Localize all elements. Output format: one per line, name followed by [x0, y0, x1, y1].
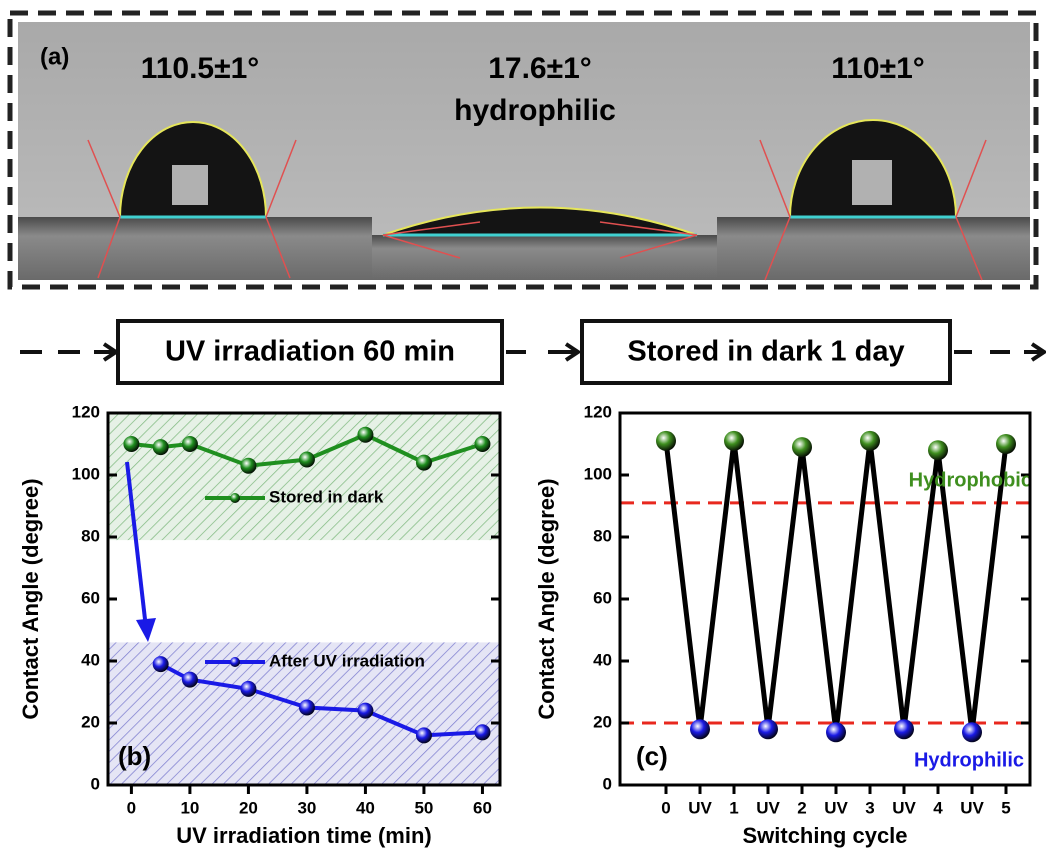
arrow: [506, 344, 578, 360]
x-axis-title: UV irradiation time (min): [176, 823, 431, 848]
panel-label: (b): [118, 741, 151, 771]
wetting-note: hydrophilic: [454, 94, 616, 127]
data-point: [860, 431, 880, 451]
data-point: [123, 436, 139, 452]
data-point: [690, 719, 710, 739]
data-point: [928, 440, 948, 460]
y-tick-label: 0: [603, 774, 612, 793]
data-point: [724, 431, 744, 451]
panel-label: (a): [40, 43, 69, 70]
y-tick-label: 20: [81, 712, 100, 731]
y-tick-label: 80: [81, 526, 100, 545]
x-tick-label: 5: [1001, 798, 1010, 817]
data-point: [962, 722, 982, 742]
substrate: [372, 235, 717, 280]
legend-label: After UV irradiation: [269, 651, 425, 670]
y-tick-label: 60: [81, 588, 100, 607]
data-point: [299, 452, 315, 468]
x-tick-label: 0: [127, 798, 136, 817]
data-point: [182, 672, 198, 688]
data-point: [416, 455, 432, 471]
reflection: [852, 160, 892, 205]
step-label: UV irradiation 60 min: [165, 336, 455, 368]
x-tick-label: 0: [661, 798, 670, 817]
arrow: [954, 344, 1044, 360]
x-tick-label: 2: [797, 798, 806, 817]
data-point: [153, 656, 169, 672]
contact-angle: 110±1°: [831, 52, 925, 85]
x-tick-label: UV: [756, 798, 780, 817]
x-tick-label: 60: [473, 798, 492, 817]
legend-label: Stored in dark: [269, 487, 384, 506]
y-axis-title: Contact Angle (degree): [18, 478, 43, 719]
data-point: [416, 727, 432, 743]
legend-marker: [230, 657, 240, 667]
data-point: [826, 722, 846, 742]
data-point: [299, 700, 315, 716]
shaded-band: [108, 413, 500, 540]
data-point: [758, 719, 778, 739]
x-tick-label: UV: [892, 798, 916, 817]
x-tick-label: 50: [414, 798, 433, 817]
data-point: [357, 703, 373, 719]
y-tick-label: 0: [91, 774, 100, 793]
x-tick-label: 4: [933, 798, 943, 817]
series-label: Hydrophobic: [909, 469, 1032, 491]
x-axis-title: Switching cycle: [742, 823, 907, 848]
data-point: [240, 681, 256, 697]
contact-angle: 110.5±1°: [141, 52, 260, 85]
x-tick-label: 30: [297, 798, 316, 817]
data-point: [474, 436, 490, 452]
y-tick-label: 60: [593, 588, 612, 607]
y-tick-label: 120: [584, 402, 612, 421]
page: {"panel_a": {"label": "(a)", "images": […: [0, 0, 1046, 853]
x-tick-label: 40: [356, 798, 375, 817]
series-label: Hydrophilic: [914, 749, 1024, 771]
x-tick-label: 20: [239, 798, 258, 817]
y-tick-label: 100: [72, 464, 100, 483]
data-point: [357, 427, 373, 443]
y-tick-label: 100: [584, 464, 612, 483]
contact-angle: 17.6±1°: [488, 52, 592, 85]
data-point: [792, 437, 812, 457]
x-tick-label: 1: [729, 798, 738, 817]
y-tick-label: 120: [72, 402, 100, 421]
reflection: [172, 165, 208, 205]
x-tick-label: UV: [688, 798, 712, 817]
substrate: [717, 217, 1030, 280]
photo-panel: (a) 110.5±1° 17.6±1° hydrophilic 110±1°: [10, 13, 1036, 287]
x-tick-label: 10: [180, 798, 199, 817]
data-point: [182, 436, 198, 452]
legend-marker: [230, 493, 240, 503]
substrate: [18, 217, 372, 280]
y-tick-label: 80: [593, 526, 612, 545]
data-point: [894, 719, 914, 739]
x-tick-label: UV: [960, 798, 984, 817]
data-point: [240, 458, 256, 474]
arrow: [20, 344, 116, 360]
data-point: [153, 439, 169, 455]
data-point: [656, 431, 676, 451]
y-axis-title: Contact Angle (degree): [534, 478, 559, 719]
data-point: [474, 724, 490, 740]
transition-arrowhead: [136, 618, 156, 642]
data-point: [996, 434, 1016, 454]
y-tick-label: 20: [593, 712, 612, 731]
y-tick-label: 40: [593, 650, 612, 669]
panel-label: (c): [636, 741, 668, 771]
figure: (a) 110.5±1° 17.6±1° hydrophilic 110±1° …: [0, 0, 1046, 853]
y-tick-label: 40: [81, 650, 100, 669]
step-label: Stored in dark 1 day: [627, 336, 904, 368]
x-tick-label: UV: [824, 798, 848, 817]
x-tick-label: 3: [865, 798, 874, 817]
